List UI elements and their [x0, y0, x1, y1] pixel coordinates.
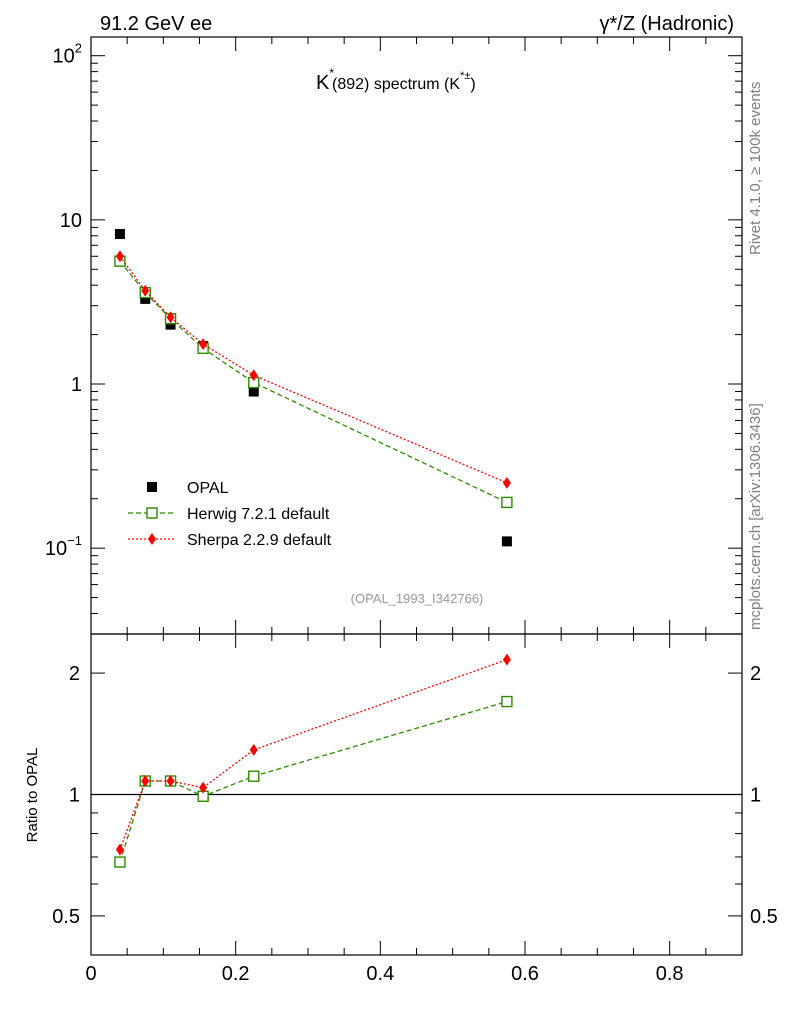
- main-point-0-1: [140, 293, 151, 304]
- ratio-point-1-1: [141, 775, 150, 788]
- ratio-ytick-label-left: 0.5: [52, 906, 80, 928]
- main-ytick-label: 102: [53, 41, 82, 68]
- legend-label-2: Sherpa 2.2.9 default: [187, 532, 332, 549]
- main-point-2-4: [249, 369, 258, 382]
- ratio-ytick-label-right: 2: [750, 663, 761, 685]
- main-ytick-label: 10: [60, 210, 82, 232]
- ratio-series-line-1: [119, 658, 508, 850]
- ratio-point-1-4: [249, 743, 258, 756]
- legend-label-0: OPAL: [187, 480, 229, 497]
- legend: OPAL Herwig 7.2.1 default Sherpa 2.2.9 def…: [128, 480, 332, 549]
- ratio-ytick-label-left: 1: [69, 785, 80, 807]
- xtick-label: 0.4: [366, 963, 394, 985]
- ratio-point-1-0: [115, 843, 124, 856]
- ratio-point-0-4: [248, 770, 260, 782]
- legend-marker-2: [148, 533, 156, 545]
- ratio-series-line-0: [119, 700, 508, 863]
- header-energy-label: 91.2 GeV ee: [100, 13, 212, 35]
- legend-marker-0: [147, 482, 157, 492]
- ratio-ytick-label-right: 1: [750, 785, 761, 807]
- header-process-label: γ*/Z (Hadronic): [600, 13, 734, 35]
- rivet-version-label: Rivet 4.1.0, ≥ 100k events: [747, 82, 764, 255]
- legend-label-1: Herwig 7.2.1 default: [187, 506, 330, 523]
- ratio-ylabel: Ratio to OPAL: [24, 748, 41, 843]
- xtick-label: 0.2: [222, 963, 250, 985]
- ratio-point-0-5: [501, 695, 513, 708]
- main-point-1-5: [501, 496, 513, 509]
- main-point-2-2: [166, 311, 175, 324]
- xtick-label: 0: [85, 963, 96, 985]
- main-point-2-5: [502, 476, 511, 489]
- ratio-point-1-3: [199, 781, 208, 794]
- analysis-label: (OPAL_1993_I342766): [351, 591, 484, 606]
- main-series-line-1: [119, 260, 508, 503]
- main-point-0-0: [114, 229, 125, 240]
- xtick-label: 0.8: [656, 963, 684, 985]
- mcplots-reference-label: mcplots.cern.ch [arXiv:1306.3436]: [747, 403, 764, 630]
- main-point-2-0: [115, 250, 124, 263]
- main-ytick-label: 10−1: [45, 533, 82, 560]
- ratio-point-1-5: [502, 653, 511, 666]
- ratio-ytick-label-left: 2: [69, 663, 80, 685]
- ratio-point-0-0: [114, 856, 126, 868]
- main-point-2-3: [199, 338, 208, 351]
- main-point-0-2: [165, 319, 176, 330]
- main-series-line-2: [119, 255, 508, 484]
- ratio-ytick-label-right: 0.5: [750, 906, 778, 928]
- xtick-label: 0.6: [511, 963, 539, 985]
- plot-title: K* (892) spectrum (K*±): [316, 66, 476, 94]
- legend-marker-1: [146, 507, 158, 519]
- main-point-0-4: [248, 386, 259, 397]
- main-point-0-5: [501, 536, 512, 547]
- main-point-2-1: [141, 284, 150, 297]
- main-ytick-label: 1: [71, 374, 82, 396]
- ratio-point-1-2: [166, 775, 175, 788]
